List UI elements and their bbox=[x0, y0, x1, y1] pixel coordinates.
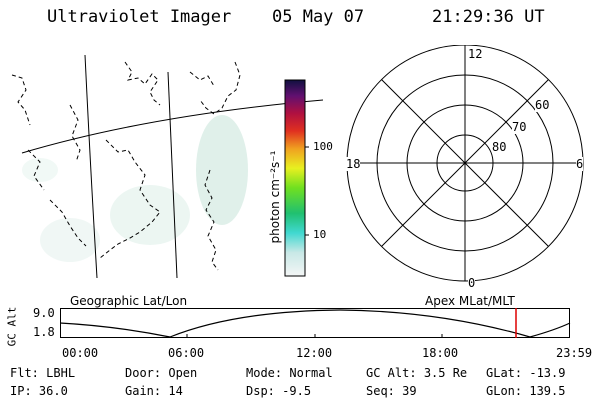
info-gc-alt: GC Alt: 3.5 Re bbox=[366, 366, 468, 380]
altitude-plot bbox=[60, 308, 571, 338]
mlt-label-6: 6 bbox=[576, 157, 584, 171]
altitude-tick-high: 9.0 bbox=[33, 306, 55, 320]
colorbar-unit-label: photon cm⁻²s⁻¹ bbox=[268, 150, 282, 244]
lat-label-70: 70 bbox=[512, 120, 527, 134]
info-gain: Gain: 14 bbox=[125, 384, 183, 398]
instrument-title: Ultraviolet Imager bbox=[47, 7, 232, 27]
time-label: 21:29:36 UT bbox=[432, 7, 545, 27]
info-glon: GLon: 139.5 bbox=[486, 384, 566, 398]
info-filter: Flt: LBHL bbox=[10, 366, 76, 380]
time-tick-1200: 12:00 bbox=[296, 346, 333, 360]
time-tick-0600: 06:00 bbox=[168, 346, 205, 360]
altitude-axis-label: GC Alt bbox=[5, 306, 19, 347]
colorbar-tick-10: 10 bbox=[313, 228, 327, 241]
info-seq: Seq: 39 bbox=[366, 384, 417, 398]
map-caption: Geographic Lat/Lon bbox=[70, 294, 188, 308]
mlt-label-0: 0 bbox=[468, 276, 476, 290]
polar-caption: Apex MLat/MLT bbox=[425, 294, 515, 308]
time-tick-2359: 23:59 bbox=[556, 346, 593, 360]
info-glat: GLat: -13.9 bbox=[486, 366, 566, 380]
date-label: 05 May 07 bbox=[272, 7, 365, 27]
coastlines bbox=[11, 61, 241, 271]
colorbar-scale bbox=[284, 79, 306, 277]
lat-label-80: 80 bbox=[492, 140, 507, 154]
info-dsp: Dsp: -9.5 bbox=[246, 384, 312, 398]
altitude-curve bbox=[60, 309, 571, 338]
aurora-emission bbox=[22, 115, 248, 262]
lat-label-60: 60 bbox=[535, 98, 550, 112]
colorbar bbox=[284, 79, 309, 277]
altitude-tick-low: 1.8 bbox=[33, 325, 55, 339]
time-tick-1800: 18:00 bbox=[422, 346, 459, 360]
map-gridlines bbox=[21, 54, 324, 279]
mlt-label-18: 18 bbox=[346, 157, 361, 171]
time-tick-0000: 00:00 bbox=[62, 346, 99, 360]
info-mode: Mode: Normal bbox=[246, 366, 333, 380]
info-door: Door: Open bbox=[125, 366, 198, 380]
polar-plot bbox=[346, 45, 584, 282]
colorbar-tick-100: 100 bbox=[313, 140, 333, 153]
info-ip: IP: 36.0 bbox=[10, 384, 68, 398]
mlt-label-12: 12 bbox=[468, 47, 483, 61]
